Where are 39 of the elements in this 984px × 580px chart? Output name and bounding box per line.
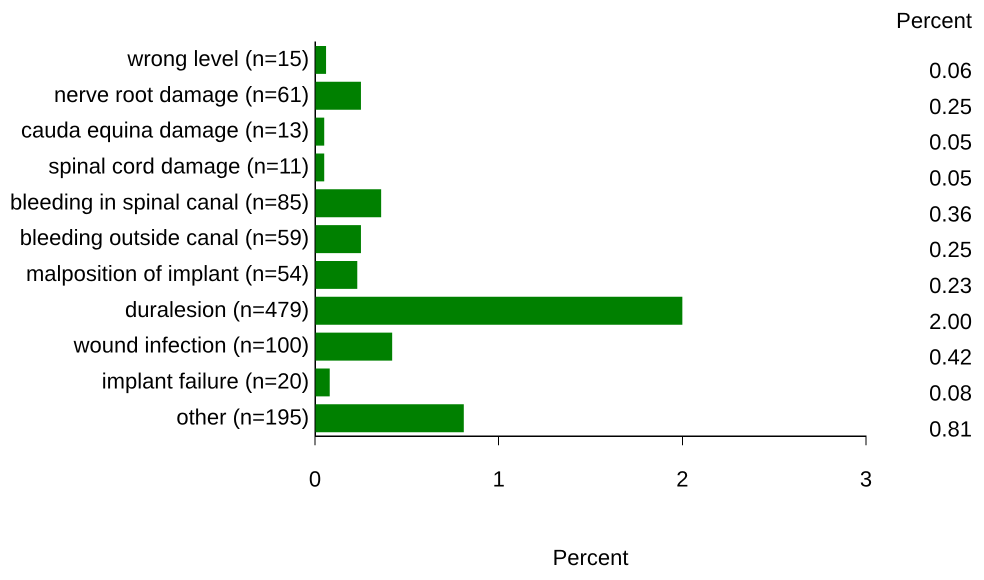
data-label: 0.25	[929, 94, 972, 119]
text: Percent	[896, 8, 972, 34]
data-label: 0.05	[929, 130, 972, 155]
data-label: 2.00	[929, 308, 972, 334]
bar	[316, 404, 464, 432]
bar	[316, 189, 382, 218]
y-tick-label: other (n=195)	[176, 404, 310, 430]
bar	[316, 332, 392, 361]
bar	[316, 46, 326, 74]
bar	[316, 82, 361, 110]
data-label: 0.81	[929, 416, 972, 442]
y-tick-label: wrong level (n=15)	[126, 46, 310, 71]
x-axis-title: Percent	[552, 544, 628, 570]
x-tick-label: 0	[308, 466, 322, 492]
data-label: 0.05	[929, 165, 972, 190]
data-label: 0.36	[929, 201, 972, 226]
y-tick-label: duralesion (n=479)	[124, 296, 310, 322]
bar	[316, 225, 361, 254]
data-label: 0.42	[929, 344, 972, 370]
y-tick-label: implant failure (n=20)	[102, 368, 310, 394]
data-label: 0.06	[929, 58, 972, 83]
bar	[316, 296, 682, 325]
y-tick-label: malposition of implant (n=54)	[26, 261, 310, 286]
bar	[316, 368, 330, 396]
data-label: 0.25	[929, 237, 972, 262]
data-label: 0.23	[929, 273, 972, 298]
y-tick-label: cauda equina damage (n=13)	[20, 118, 310, 143]
bar	[316, 260, 358, 289]
y-tick-label: spinal cord damage (n=11)	[48, 153, 310, 178]
x-tick-label: 3	[860, 466, 872, 492]
x-tick-label: 2	[676, 466, 688, 492]
y-tick-label: nerve root damage (n=61)	[54, 82, 310, 107]
y-tick-label: bleeding in spinal canal (n=85)	[10, 189, 310, 214]
y-tick-label: wound infection (n=100)	[72, 332, 310, 358]
bar	[316, 153, 324, 182]
bar	[316, 118, 324, 146]
y-tick-label: bleeding outside canal (n=59)	[20, 225, 310, 250]
data-label: 0.08	[929, 380, 972, 406]
x-tick-label: 1	[492, 466, 505, 492]
